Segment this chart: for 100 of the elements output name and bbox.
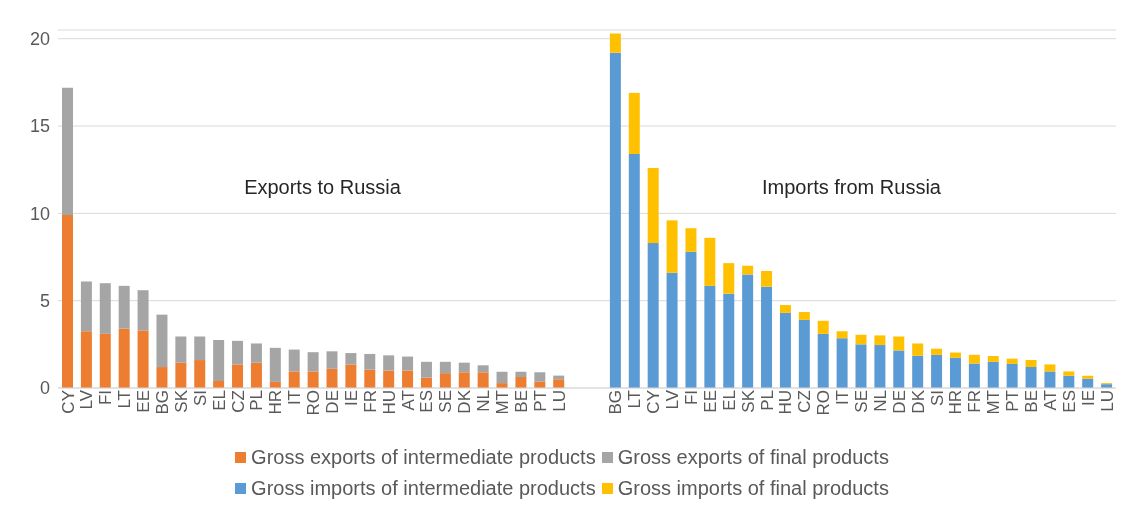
x-tick-label: LU xyxy=(1097,390,1117,412)
bar xyxy=(1063,371,1075,376)
bar xyxy=(156,314,168,368)
x-tick-label: PL xyxy=(757,390,777,411)
bar xyxy=(1082,375,1094,379)
x-tick-label: IE xyxy=(1078,390,1098,407)
bar xyxy=(175,336,187,363)
bar xyxy=(1006,358,1018,364)
x-tick-label: LV xyxy=(77,389,97,410)
x-tick-label: SI xyxy=(927,390,947,407)
bar xyxy=(685,251,697,388)
bar xyxy=(836,331,848,339)
bar xyxy=(458,362,470,373)
bar xyxy=(80,281,92,332)
annotation: Exports to Russia xyxy=(243,176,402,199)
x-tick-label: SK xyxy=(171,389,191,413)
bar xyxy=(779,305,791,313)
legend-label: Gross exports of intermediate products xyxy=(251,446,596,469)
bar xyxy=(439,373,451,388)
x-tick-label: IT xyxy=(285,390,305,406)
bar xyxy=(62,87,73,216)
bar xyxy=(402,370,414,388)
bar xyxy=(194,336,206,361)
bar xyxy=(968,363,980,388)
x-tick-label: HU xyxy=(379,390,399,415)
x-tick-label: DK xyxy=(908,389,928,414)
bar xyxy=(364,369,376,388)
bar xyxy=(232,340,244,365)
bar xyxy=(798,312,810,320)
bar xyxy=(893,350,905,388)
legend-label: Gross exports of final products xyxy=(617,446,889,469)
bar xyxy=(912,343,924,356)
bar xyxy=(345,353,357,365)
bar xyxy=(175,362,187,388)
bar xyxy=(383,370,395,388)
y-tick-label: 15 xyxy=(29,116,50,137)
bar xyxy=(704,237,716,286)
x-tick-label: CY xyxy=(58,390,78,414)
bar xyxy=(836,338,848,388)
bar xyxy=(647,243,659,388)
bar xyxy=(931,348,943,355)
bar xyxy=(817,320,829,334)
y-tick-label: 5 xyxy=(39,291,50,312)
y-tick-label: 20 xyxy=(29,29,50,50)
x-tick-label: CY xyxy=(644,390,664,414)
bar xyxy=(288,349,300,372)
bar xyxy=(250,343,262,363)
x-tick-label: DK xyxy=(455,389,475,414)
x-tick-label: RO xyxy=(814,390,834,416)
x-tick-label: BG xyxy=(152,390,172,415)
x-tick-label: CZ xyxy=(228,390,248,413)
bar xyxy=(893,336,905,351)
bar xyxy=(1006,363,1018,388)
x-tick-label: LV xyxy=(663,389,683,410)
bar xyxy=(647,167,659,244)
bar xyxy=(949,352,961,358)
bar xyxy=(968,354,980,364)
x-tick-label: BG xyxy=(606,390,626,415)
legend-label: Gross imports of intermediate products xyxy=(251,477,596,500)
x-tick-label: SE xyxy=(436,390,456,413)
bar xyxy=(704,285,716,388)
bar xyxy=(345,364,357,388)
x-tick-label: NL xyxy=(870,390,890,412)
bar xyxy=(250,362,262,388)
x-tick-label: EL xyxy=(209,390,229,411)
legend-label: Gross imports of final products xyxy=(617,477,889,500)
bar xyxy=(62,215,73,388)
x-tick-label: SK xyxy=(738,389,758,413)
bar xyxy=(99,283,111,334)
bar xyxy=(80,331,92,388)
x-tick-label: NL xyxy=(474,390,494,412)
x-tick-label: AT xyxy=(398,390,418,411)
bar xyxy=(1044,371,1056,388)
x-tick-label: LU xyxy=(549,390,569,412)
bar xyxy=(439,361,451,374)
bar xyxy=(1025,360,1037,368)
bar xyxy=(855,344,867,388)
bar xyxy=(137,330,149,388)
bar xyxy=(326,351,338,369)
x-tick-label: SI xyxy=(190,390,210,407)
x-tick-label: EL xyxy=(719,390,739,411)
bar xyxy=(761,271,773,287)
x-tick-label: MT xyxy=(493,390,513,415)
bar xyxy=(628,153,640,388)
bar xyxy=(99,333,111,388)
bar xyxy=(326,368,338,388)
x-tick-label: PT xyxy=(1003,390,1023,412)
x-tick-label: PL xyxy=(247,390,267,411)
x-tick-label: PT xyxy=(530,390,550,412)
x-tick-label: HU xyxy=(776,390,796,415)
bar xyxy=(987,361,999,388)
bar xyxy=(742,274,754,388)
x-tick-label: IT xyxy=(833,390,853,406)
x-tick-label: RO xyxy=(304,390,324,416)
x-tick-label: BE xyxy=(1022,390,1042,413)
bar xyxy=(666,272,678,388)
bar xyxy=(874,335,886,346)
bar xyxy=(213,339,225,382)
bar xyxy=(761,286,773,388)
x-tick-label: FR xyxy=(965,390,985,413)
